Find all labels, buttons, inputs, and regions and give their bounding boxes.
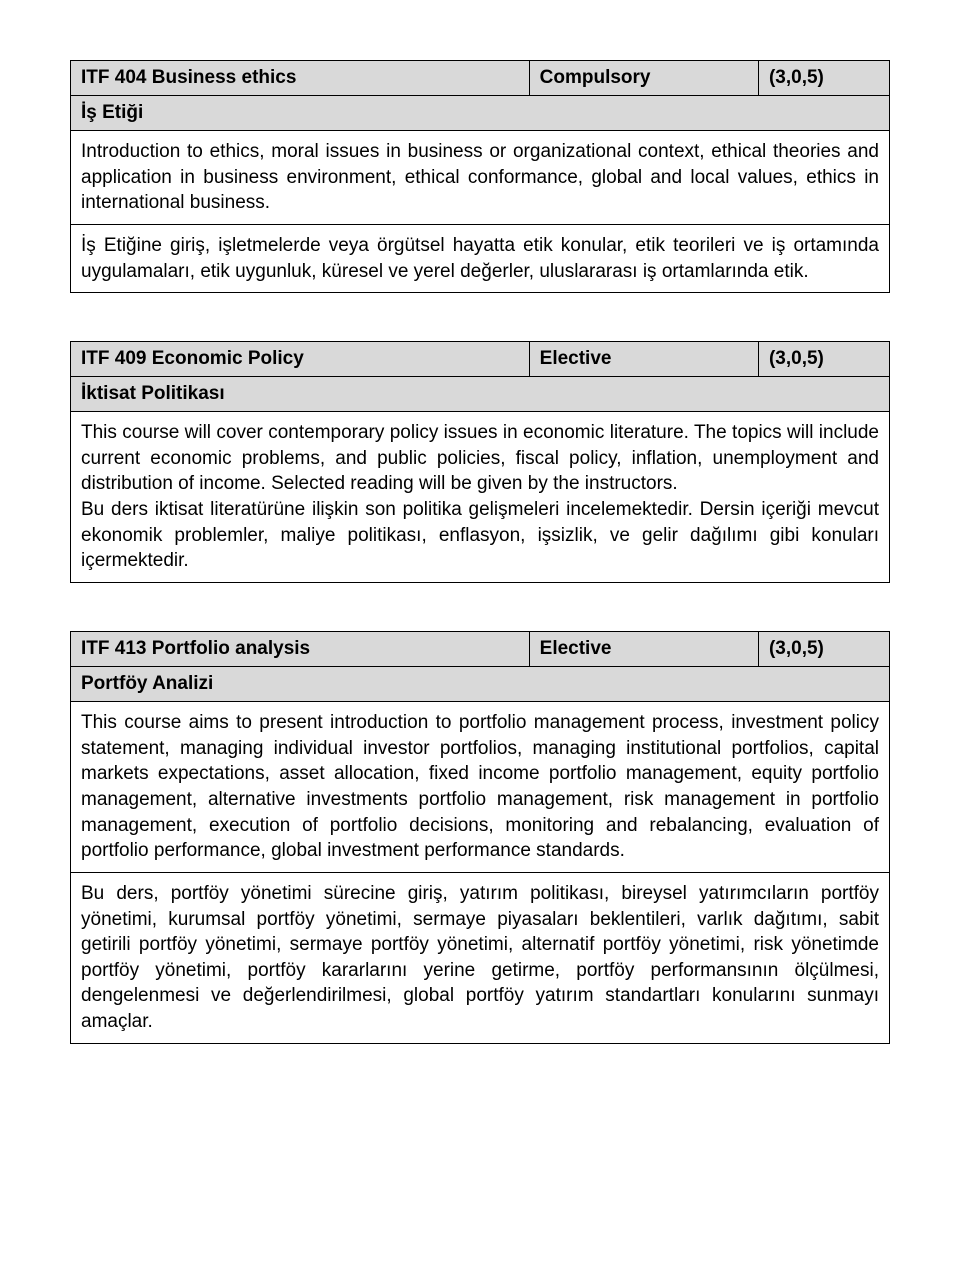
course-table: ITF 404 Business ethicsCompulsory(3,0,5)… bbox=[70, 60, 890, 293]
course-type: Compulsory bbox=[529, 61, 758, 96]
course-description-row: İş Etiğine giriş, işletmelerde veya örgü… bbox=[71, 224, 890, 292]
course-credits: (3,0,5) bbox=[758, 342, 889, 377]
course-description-row: Introduction to ethics, moral issues in … bbox=[71, 131, 890, 225]
course-subtitle: Portföy Analizi bbox=[71, 667, 890, 702]
course-description: This course will cover contemporary poli… bbox=[71, 412, 890, 583]
course-description-row: This course will cover contemporary poli… bbox=[71, 412, 890, 583]
course-description: This course aims to present introduction… bbox=[71, 702, 890, 873]
course-header-row: ITF 409 Economic PolicyElective(3,0,5) bbox=[71, 342, 890, 377]
course-description: Bu ders, portföy yönetimi sürecine giriş… bbox=[71, 872, 890, 1043]
courses-container: ITF 404 Business ethicsCompulsory(3,0,5)… bbox=[70, 60, 890, 1044]
course-table: ITF 409 Economic PolicyElective(3,0,5)İk… bbox=[70, 341, 890, 583]
course-subtitle-row: Portföy Analizi bbox=[71, 667, 890, 702]
course-credits: (3,0,5) bbox=[758, 61, 889, 96]
course-description-row: This course aims to present introduction… bbox=[71, 702, 890, 873]
course-subtitle: İş Etiği bbox=[71, 96, 890, 131]
course-subtitle-row: İktisat Politikası bbox=[71, 377, 890, 412]
course-title: ITF 409 Economic Policy bbox=[71, 342, 530, 377]
course-type: Elective bbox=[529, 632, 758, 667]
course-title: ITF 413 Portfolio analysis bbox=[71, 632, 530, 667]
course-title: ITF 404 Business ethics bbox=[71, 61, 530, 96]
course-table: ITF 413 Portfolio analysisElective(3,0,5… bbox=[70, 631, 890, 1044]
course-header-row: ITF 413 Portfolio analysisElective(3,0,5… bbox=[71, 632, 890, 667]
course-subtitle-row: İş Etiği bbox=[71, 96, 890, 131]
course-description: Introduction to ethics, moral issues in … bbox=[71, 131, 890, 225]
course-type: Elective bbox=[529, 342, 758, 377]
course-description: İş Etiğine giriş, işletmelerde veya örgü… bbox=[71, 224, 890, 292]
course-credits: (3,0,5) bbox=[758, 632, 889, 667]
course-header-row: ITF 404 Business ethicsCompulsory(3,0,5) bbox=[71, 61, 890, 96]
course-subtitle: İktisat Politikası bbox=[71, 377, 890, 412]
course-description-row: Bu ders, portföy yönetimi sürecine giriş… bbox=[71, 872, 890, 1043]
